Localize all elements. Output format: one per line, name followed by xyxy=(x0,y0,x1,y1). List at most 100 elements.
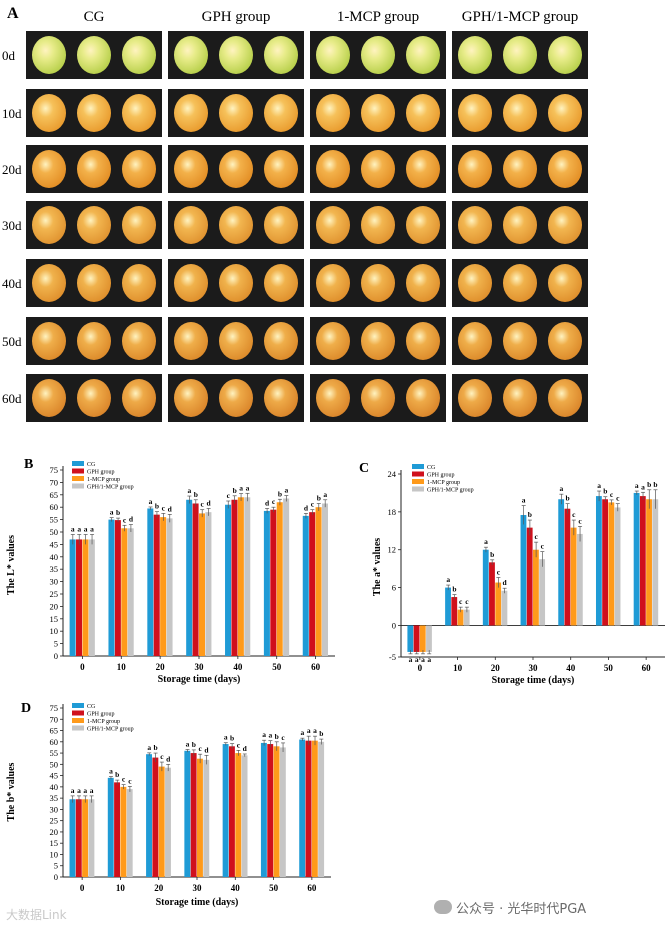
apricot-fruit xyxy=(548,379,582,417)
bar xyxy=(315,507,322,656)
apricot-fruit xyxy=(316,322,350,360)
apricot-fruit xyxy=(406,150,440,188)
bar xyxy=(197,758,203,877)
bar xyxy=(501,590,508,626)
legend-entry: GPH/1-MCP group xyxy=(427,488,474,494)
bar xyxy=(652,499,659,626)
legend-swatch xyxy=(72,476,84,481)
photo-cell xyxy=(310,145,446,193)
y-tick-label: 0 xyxy=(54,651,58,661)
bar xyxy=(260,742,267,877)
photo-cell xyxy=(310,317,446,365)
panel-a-photo-grid: A CG GPH group 1-MCP group GPH/1-MCP group … xyxy=(2,5,588,422)
significance-letter: d xyxy=(129,515,134,524)
apricot-fruit xyxy=(174,264,208,302)
significance-letter: a xyxy=(313,726,317,735)
bar xyxy=(192,503,199,656)
x-tick-label: 60 xyxy=(311,662,321,672)
bar xyxy=(608,502,615,626)
bar xyxy=(495,582,502,626)
bar xyxy=(199,513,206,656)
significance-letter: a xyxy=(71,524,75,533)
apricot-fruit xyxy=(361,379,395,417)
significance-letter: c xyxy=(497,567,501,576)
bar xyxy=(539,559,546,626)
apricot-fruit xyxy=(174,379,208,417)
significance-letter: a xyxy=(409,655,413,664)
x-tick-label: 30 xyxy=(195,662,205,672)
y-tick-label: 40 xyxy=(50,552,59,562)
photo-cell xyxy=(168,31,304,79)
apricot-fruit xyxy=(264,264,298,302)
bar xyxy=(558,499,565,626)
apricot-fruit xyxy=(219,36,253,74)
legend-entry: CG xyxy=(87,704,96,710)
legend-entry: GPH/1-MCP group xyxy=(87,727,134,733)
apricot-fruit xyxy=(122,94,156,132)
significance-letter: a xyxy=(560,484,564,493)
significance-letter: c xyxy=(162,503,166,512)
bar xyxy=(186,499,193,656)
bar xyxy=(526,527,533,626)
significance-letter: c xyxy=(281,733,285,742)
significance-letter: a xyxy=(246,483,250,492)
bar xyxy=(311,740,318,877)
apricot-fruit xyxy=(122,264,156,302)
legend-entry: GPH group xyxy=(87,712,115,718)
y-axis-label: The b* values xyxy=(6,762,17,821)
apricot-fruit xyxy=(548,36,582,74)
legend-swatch xyxy=(72,468,84,474)
photo-cell xyxy=(310,89,446,137)
apricot-fruit xyxy=(219,206,253,244)
significance-letter: a xyxy=(186,739,190,748)
significance-letter: a xyxy=(284,486,288,495)
significance-letter: b xyxy=(653,480,657,489)
significance-letter: b xyxy=(233,486,237,495)
photo-cell xyxy=(310,259,446,307)
y-tick-label: 24 xyxy=(388,469,397,479)
significance-letter: a xyxy=(77,786,81,795)
photo-cell xyxy=(26,259,162,307)
y-tick-label: 5 xyxy=(54,861,58,871)
column-header: CG xyxy=(84,9,105,25)
bar xyxy=(457,609,464,626)
row-label: 30d xyxy=(2,218,22,233)
legend-swatch xyxy=(412,464,424,469)
panel-a-label: A xyxy=(7,5,19,22)
apricot-fruit xyxy=(219,150,253,188)
photo-cell xyxy=(168,145,304,193)
bar xyxy=(413,625,420,652)
bar xyxy=(107,777,114,877)
chart-b-l-values: B 0 5 10 15 20 25 30 35 40 45 50 55 60 65 70 75 The L* va… xyxy=(6,457,335,685)
significance-letter: d xyxy=(168,504,173,513)
significance-letter: b xyxy=(278,489,282,498)
legend-entry: 1-MCP group xyxy=(87,477,120,483)
bar xyxy=(203,759,210,877)
bar xyxy=(318,741,325,877)
significance-letter: c xyxy=(128,776,132,785)
legend-entry: GPH group xyxy=(427,473,455,479)
significance-letter: c xyxy=(465,597,469,606)
apricot-fruit xyxy=(316,94,350,132)
significance-letter: a xyxy=(415,655,419,664)
significance-letter: d xyxy=(204,745,209,754)
significance-letter: d xyxy=(265,498,270,507)
bar xyxy=(166,518,173,656)
bar xyxy=(146,754,152,877)
apricot-fruit xyxy=(406,206,440,244)
significance-letter: c xyxy=(541,542,545,551)
bar xyxy=(273,746,280,877)
significance-letter: a xyxy=(597,481,601,490)
significance-letter: a xyxy=(110,508,114,517)
legend-swatch xyxy=(412,479,424,484)
bar xyxy=(231,499,238,656)
apricot-fruit xyxy=(503,379,537,417)
bar xyxy=(114,782,121,877)
significance-letter: a xyxy=(188,486,192,495)
photo-cell xyxy=(26,31,162,79)
y-tick-label: 15 xyxy=(50,614,59,624)
bar xyxy=(126,789,133,877)
photo-cell xyxy=(452,201,588,249)
